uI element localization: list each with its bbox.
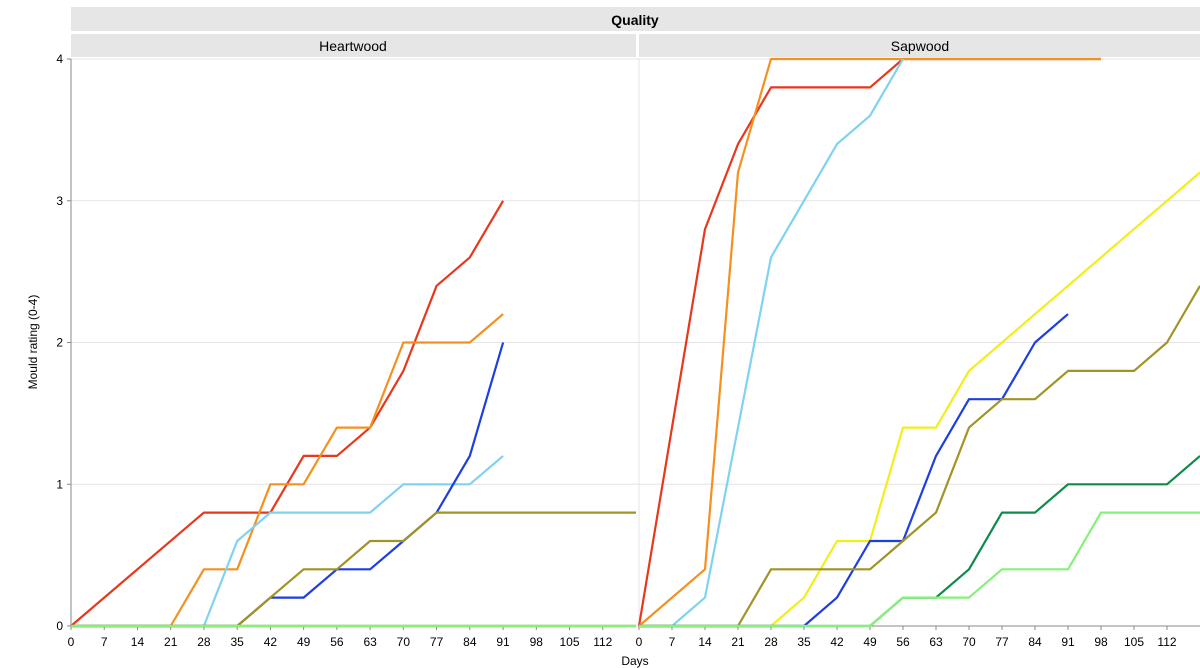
x-tick-label: 84	[1028, 635, 1042, 649]
series-line-sapwood-2	[638, 57, 1101, 627]
panel-label-heartwood: Heartwood	[319, 38, 387, 54]
y-tick-label: 0	[56, 619, 63, 633]
x-tick-label: 7	[101, 635, 108, 649]
series-line-sapwood-4	[639, 171, 1200, 628]
x-tick-label: 70	[962, 635, 976, 649]
x-axis-title: Days	[621, 654, 648, 668]
series-line-heartwood-3	[71, 455, 504, 628]
x-tick-label: 91	[1061, 635, 1075, 649]
x-tick-label: 112	[593, 635, 612, 649]
x-tick-label: 91	[496, 635, 510, 649]
series-line-sapwood-5	[639, 313, 1069, 628]
x-tick-label: 49	[297, 635, 311, 649]
facet-strips: Quality Heartwood Sapwood	[71, 7, 1200, 57]
x-tick-label: 0	[68, 635, 75, 649]
gridlines	[70, 58, 1200, 627]
y-axis: 0 1 2 3 4	[56, 52, 72, 633]
x-tick-label: 56	[896, 635, 910, 649]
x-tick-label: 35	[797, 635, 811, 649]
x-tick-label: 42	[830, 635, 844, 649]
x-tick-label: 28	[764, 635, 778, 649]
x-tick-label: 77	[430, 635, 444, 649]
x-tick-label: 84	[463, 635, 477, 649]
x-tick-label: 98	[530, 635, 544, 649]
series-line-sapwood-6	[639, 285, 1200, 628]
series-line-sapwood-7	[639, 455, 1200, 628]
y-tick-label: 3	[56, 194, 63, 208]
x-tick-label: 77	[995, 635, 1009, 649]
x-tick-label: 35	[230, 635, 244, 649]
series-line-sapwood-8	[639, 511, 1200, 628]
x-tick-label: 28	[197, 635, 211, 649]
x-tick-label: 42	[264, 635, 278, 649]
y-axis-title: Mould rating (0-4)	[26, 295, 40, 390]
x-tick-label: 105	[560, 635, 580, 649]
x-tick-label: 0	[636, 635, 643, 649]
y-tick-label: 1	[56, 477, 63, 491]
series-line-heartwood-2	[71, 313, 504, 628]
x-tick-label: 63	[363, 635, 377, 649]
x-tick-label: 14	[698, 635, 712, 649]
panel-strip-heartwood	[71, 34, 636, 57]
x-tick-label: 21	[164, 635, 178, 649]
x-tick-label: 21	[731, 635, 745, 649]
y-tick-label: 2	[56, 336, 63, 350]
x-axis: 0 7 14 21 28 35 42 49 56 63 70 77 84 91 98 105 112 0 7 14 21…	[68, 625, 1200, 649]
data-series	[70, 57, 1200, 628]
panel-label-sapwood: Sapwood	[891, 38, 949, 54]
x-tick-label: 112	[1157, 635, 1176, 649]
x-tick-label: 49	[863, 635, 877, 649]
series-line-heartwood-1	[70, 200, 505, 627]
series-line-sapwood-3	[639, 58, 904, 628]
chart-title: Quality	[611, 12, 659, 28]
title-strip	[71, 7, 1200, 31]
series-line-heartwood-5	[71, 511, 636, 628]
x-tick-label: 98	[1094, 635, 1108, 649]
y-tick-label: 4	[56, 52, 63, 66]
x-tick-label: 105	[1124, 635, 1144, 649]
panel-strip-sapwood	[639, 34, 1200, 57]
x-tick-label: 14	[131, 635, 145, 649]
x-tick-label: 63	[929, 635, 943, 649]
x-tick-label: 56	[330, 635, 344, 649]
x-tick-label: 7	[669, 635, 676, 649]
x-tick-label: 70	[397, 635, 411, 649]
